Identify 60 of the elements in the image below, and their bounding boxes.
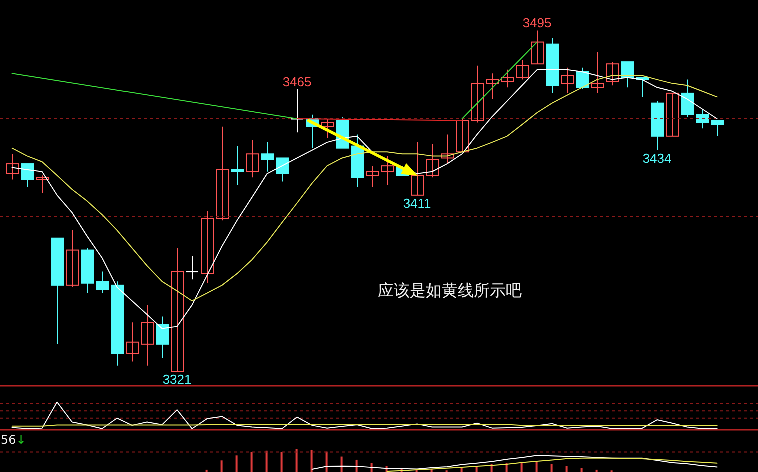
candlestick xyxy=(561,67,574,94)
annotation: 3495 xyxy=(522,16,552,31)
bar xyxy=(236,456,238,472)
annotation: 应该是如黄线所示吧 xyxy=(378,281,522,300)
bar xyxy=(536,462,538,472)
candlestick xyxy=(381,156,394,186)
candlestick xyxy=(531,30,544,65)
candlestick xyxy=(321,118,334,139)
candlestick xyxy=(471,65,484,124)
candlestick xyxy=(501,69,514,88)
candlestick xyxy=(426,144,439,178)
candlestick xyxy=(261,142,274,172)
bar xyxy=(520,462,523,472)
text: 56↓ xyxy=(1,433,26,448)
bar xyxy=(310,450,313,472)
annotation: 3411 xyxy=(403,196,432,211)
candlestick xyxy=(126,322,139,362)
candlestick xyxy=(696,108,709,130)
candlestick xyxy=(66,230,79,288)
candlestick xyxy=(231,146,244,186)
bar xyxy=(266,450,268,472)
candlestick xyxy=(366,166,379,188)
bar xyxy=(356,460,358,472)
candlestick xyxy=(666,92,679,137)
candlestick xyxy=(156,316,169,359)
candlestick xyxy=(201,210,214,284)
bar xyxy=(326,452,328,472)
bar xyxy=(580,468,583,472)
candlestick xyxy=(456,118,469,153)
bar xyxy=(550,464,553,472)
candlestick xyxy=(21,164,34,188)
candlestick xyxy=(171,248,184,372)
bar xyxy=(566,466,568,472)
candlestick xyxy=(6,154,19,180)
candlestick xyxy=(141,304,154,366)
candlestick xyxy=(606,62,619,86)
candlestick xyxy=(441,134,454,165)
candlestick xyxy=(216,126,229,222)
candlestick xyxy=(290,88,304,134)
candlestick xyxy=(516,60,529,80)
candlestick xyxy=(681,79,694,118)
annotation: 3321 xyxy=(162,372,192,388)
bar xyxy=(250,452,253,472)
candlestick xyxy=(276,158,289,182)
annotation: 3465 xyxy=(282,74,312,90)
candlestick xyxy=(711,120,724,137)
candlestick xyxy=(186,256,200,280)
candlestick xyxy=(36,175,49,194)
candlestick xyxy=(96,271,109,294)
candlestick xyxy=(246,140,259,178)
candlestick xyxy=(591,52,604,94)
annotation: 3434 xyxy=(642,150,672,166)
candlestick xyxy=(486,73,499,100)
candlestick xyxy=(621,62,634,88)
bar xyxy=(340,456,343,472)
bar xyxy=(220,460,223,472)
bar xyxy=(296,449,298,472)
bar xyxy=(280,452,283,472)
candlestick xyxy=(411,142,424,196)
candlestick xyxy=(576,67,589,90)
